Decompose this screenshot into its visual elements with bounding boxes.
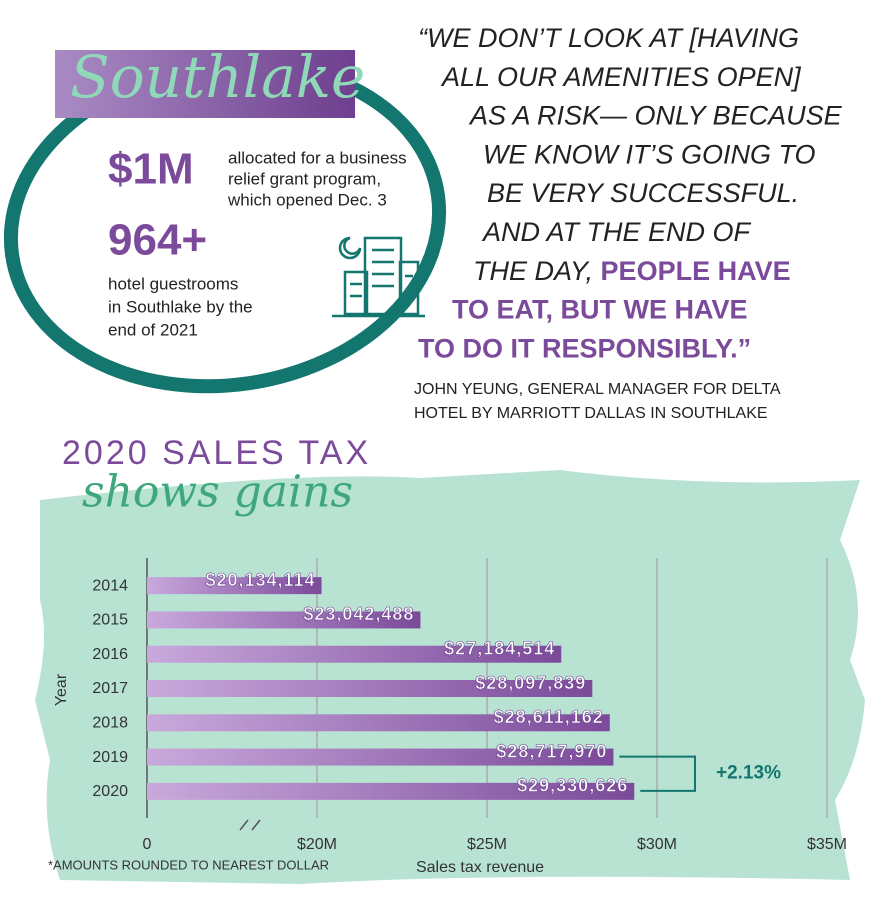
banner xyxy=(55,50,355,118)
quote-plain: “WE DON’T LOOK AT [HAVING xyxy=(418,23,799,53)
value-label: $20,134,114 xyxy=(205,570,315,590)
background-blob xyxy=(35,470,865,884)
bar xyxy=(147,577,322,595)
quote-plain: ALL OUR AMENITIES OPEN] xyxy=(440,62,802,92)
y-tick-label: 2019 xyxy=(92,749,128,766)
y-tick-label: 2018 xyxy=(92,715,128,732)
stat-line: in Southlake by the xyxy=(108,297,253,316)
stat-line: relief grant program, xyxy=(228,169,381,188)
annotation: +2.13% xyxy=(716,763,781,784)
axis-break xyxy=(239,819,261,831)
stat-text: hotel guestrooms in Southlake by the end o… xyxy=(108,274,253,339)
building-icon xyxy=(332,236,425,318)
x-tick-label: $25M xyxy=(467,836,507,853)
y-tick-label: 2020 xyxy=(92,783,128,800)
bar xyxy=(147,782,635,800)
chart-title: 2020 SALES TAX xyxy=(62,434,371,472)
bar xyxy=(147,680,593,697)
stat-figure: $1M xyxy=(108,145,194,194)
value-label: $29,330,626 xyxy=(517,776,628,796)
value-label: $28,611,162 xyxy=(494,707,604,727)
quote-plain: WE KNOW IT’S GOING TO xyxy=(483,140,816,170)
quote-line: THE DAY, PEOPLE HAVE xyxy=(473,256,791,286)
place-title: Southlake xyxy=(70,43,365,111)
y-axis-label: Year xyxy=(53,673,70,706)
x-tick-label: $35M xyxy=(807,836,847,853)
quote-plain: AS A RISK— ONLY BECAUSE xyxy=(468,101,843,131)
y-tick-label: 2016 xyxy=(92,646,128,663)
quote-plain: BE VERY SUCCESSFUL. xyxy=(487,178,799,208)
quote: “WE DON’T LOOK AT [HAVING ALL OUR AMENITI… xyxy=(418,23,843,363)
stat-line: which opened Dec. 3 xyxy=(227,190,387,209)
quote-line: AND AT THE END OF xyxy=(481,217,752,247)
stat-text: allocated for a business relief grant pro… xyxy=(227,148,407,209)
quote-line: AS A RISK— ONLY BECAUSE xyxy=(468,101,843,131)
quote-line: TO EAT, BUT WE HAVE xyxy=(452,295,748,325)
y-tick-label: 2014 xyxy=(92,577,128,594)
quote-line: “WE DON’T LOOK AT [HAVING xyxy=(418,23,799,53)
value-label: $28,717,970 xyxy=(496,741,607,761)
attribution: JOHN YEUNG, GENERAL MANAGER FOR DELTA xyxy=(414,381,781,398)
annotation-bracket xyxy=(619,755,696,792)
y-tick-label: 2017 xyxy=(92,680,128,697)
stat-line: hotel guestrooms xyxy=(108,274,238,293)
value-label: $27,184,514 xyxy=(444,638,555,658)
quote-line: TO DO IT RESPONSIBLY.” xyxy=(418,334,751,364)
y-tick-label: 2015 xyxy=(92,612,128,629)
chart-subtitle: shows gains xyxy=(82,467,353,518)
x-tick-label: $30M xyxy=(637,836,677,853)
x-tick-label: 0 xyxy=(143,836,152,853)
stat-line: end of 2021 xyxy=(108,320,198,339)
x-axis-label: Sales tax revenue xyxy=(416,859,544,876)
value-label: $23,042,488 xyxy=(303,604,414,624)
quote-bold: PEOPLE HAVE xyxy=(601,256,791,286)
note: *AMOUNTS ROUNDED TO NEAREST DOLLAR xyxy=(48,857,329,872)
stat-line: allocated for a business xyxy=(228,148,407,167)
quote-line: WE KNOW IT’S GOING TO xyxy=(483,140,816,170)
quote-line: ALL OUR AMENITIES OPEN] xyxy=(440,62,802,92)
bar xyxy=(147,645,562,663)
x-tick-label: $20M xyxy=(297,836,337,853)
stat-figure: 964+ xyxy=(108,216,207,265)
bar xyxy=(147,748,614,766)
bar xyxy=(147,714,610,732)
quote-plain: THE DAY, xyxy=(473,256,601,286)
value-label: $28,097,839 xyxy=(475,673,586,693)
quote-plain: AND AT THE END OF xyxy=(481,217,752,247)
quote-bold: TO EAT, BUT WE HAVE xyxy=(452,295,748,325)
quote-bold: TO DO IT RESPONSIBLY.” xyxy=(418,334,751,364)
quote-line: BE VERY SUCCESSFUL. xyxy=(487,178,799,208)
chart: 0 $20M $25M $30M $35M Sales tax revenue Year 20… xyxy=(53,558,847,876)
attribution: HOTEL BY MARRIOTT DALLAS IN SOUTHLAKE xyxy=(414,405,768,422)
bar xyxy=(147,611,421,629)
